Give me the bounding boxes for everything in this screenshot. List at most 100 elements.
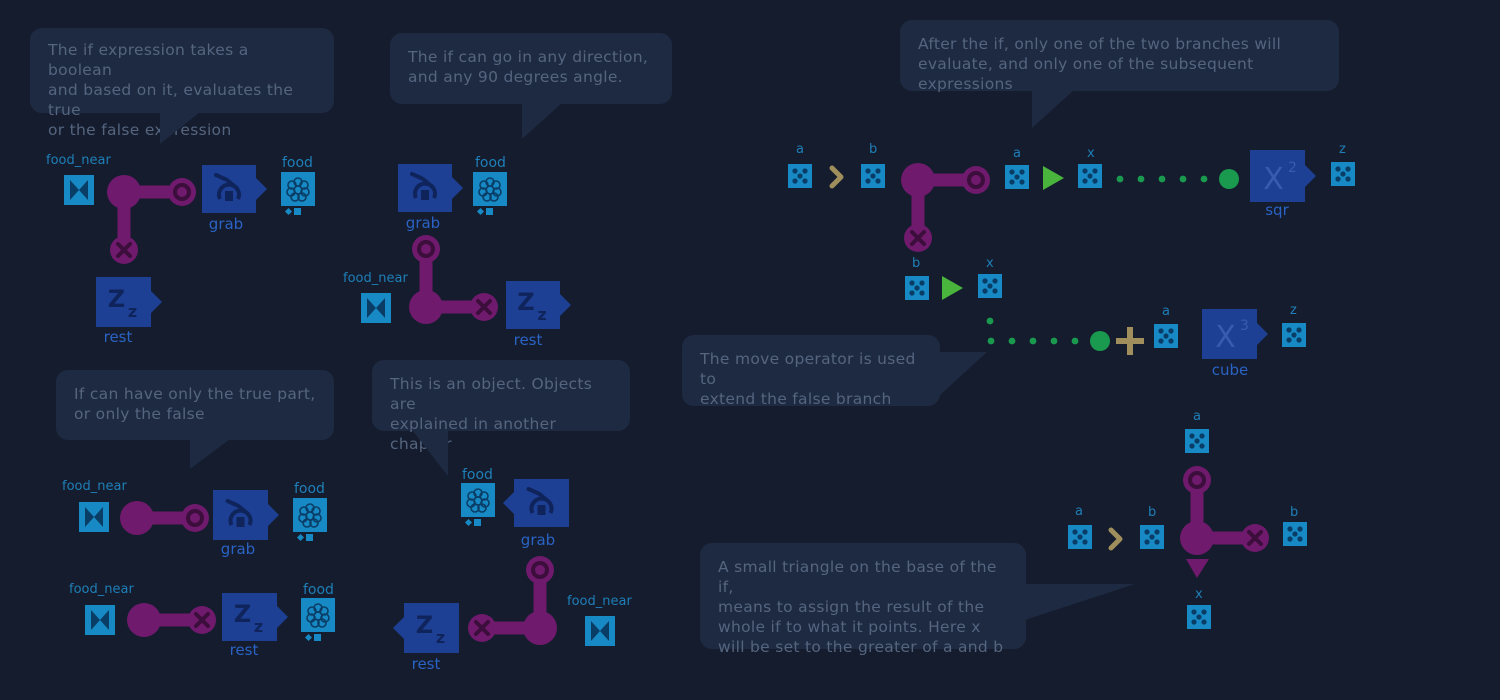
bubble-object: This is an object. Objects are explained… <box>372 360 630 453</box>
label-grab: grab <box>520 531 556 549</box>
bubble-tail <box>412 430 448 476</box>
bubble-if-intro: The if expression takes a boolean and ba… <box>30 28 334 139</box>
if-node <box>120 501 209 535</box>
move-end-marker <box>1090 331 1110 351</box>
exponent-label: 2 <box>1288 160 1297 176</box>
bubble-tail <box>1025 584 1135 620</box>
true-ring-icon <box>186 509 204 527</box>
label-a: a <box>1013 146 1021 161</box>
sleep-icon: z <box>254 617 263 636</box>
label-food: food <box>303 582 334 598</box>
false-cross-icon <box>194 612 210 628</box>
move-dot <box>1116 175 1124 183</box>
label-food-near: food_near <box>46 153 111 168</box>
false-cross-icon <box>116 242 132 258</box>
true-ring-icon <box>531 561 549 579</box>
label-b: b <box>912 256 921 271</box>
true-ring-icon <box>967 171 985 189</box>
true-marker <box>412 235 440 263</box>
value-tile <box>1154 324 1178 348</box>
move-dot <box>1158 175 1166 183</box>
value-tile <box>1185 429 1209 453</box>
sensor-icon <box>79 502 109 532</box>
false-cross-icon <box>1247 530 1263 546</box>
label-rest: rest <box>411 655 441 673</box>
plus-icon <box>1116 327 1144 355</box>
sensor-icon <box>85 605 115 635</box>
move-dot <box>1200 175 1208 183</box>
value-tile <box>978 274 1002 298</box>
label-b: b <box>1148 505 1157 520</box>
if-center <box>120 501 154 535</box>
grab-icon <box>410 172 431 186</box>
bubble-tail <box>939 352 987 396</box>
if-center <box>901 163 935 197</box>
sleep-icon: Z <box>416 611 433 639</box>
true-marker <box>962 166 990 194</box>
label-rest: rest <box>513 331 543 349</box>
if-center <box>523 611 557 645</box>
assign-triangle-icon <box>1186 559 1209 578</box>
label-grab: grab <box>405 214 441 232</box>
value-tile <box>1283 522 1307 546</box>
label-a: a <box>1162 304 1170 319</box>
label-z: z <box>1290 303 1297 318</box>
label-z: z <box>1339 142 1346 157</box>
label-x: x <box>1195 587 1203 602</box>
label-food: food <box>282 155 313 171</box>
chevron-icon <box>829 165 844 189</box>
sensor-icon <box>585 616 615 646</box>
if-node <box>1180 466 1269 555</box>
label-food: food <box>294 481 325 497</box>
play-arrow-icon <box>942 276 963 300</box>
grab-icon <box>225 499 247 513</box>
bubble-tail <box>160 112 200 144</box>
label-b: b <box>869 142 878 157</box>
grab-block <box>202 165 267 213</box>
value-tile <box>788 164 812 188</box>
value-tile <box>1068 525 1092 549</box>
label-rest: rest <box>103 328 133 346</box>
if-center <box>107 175 141 209</box>
sleep-icon: Z <box>108 285 125 313</box>
sleep-icon: z <box>436 628 445 647</box>
label-sqr: sqr <box>1265 201 1289 219</box>
false-cross-icon <box>474 620 490 636</box>
label-food-near: food_near <box>343 271 408 286</box>
move-dot <box>987 337 995 345</box>
food-icon <box>473 172 507 216</box>
false-marker <box>470 293 498 321</box>
label-food-near: food_near <box>567 594 632 609</box>
label-food: food <box>462 467 493 483</box>
value-tile <box>1005 165 1029 189</box>
chevron-icon <box>1108 527 1123 551</box>
if-center <box>409 290 443 324</box>
value-tile <box>1187 605 1211 629</box>
bubble-partial: If can have only the true part, or only … <box>56 370 334 440</box>
move-dot <box>1029 337 1037 345</box>
sleep-icon: Z <box>234 600 251 628</box>
label-rest: rest <box>229 641 259 659</box>
move-dot <box>1050 337 1058 345</box>
if-node <box>901 163 990 252</box>
bubble-tail <box>190 439 230 469</box>
bubble-assign: A small triangle on the base of the if, … <box>700 543 1026 656</box>
bubble-direction: The if can go in any direction, and any … <box>390 33 672 104</box>
sleep-icon: Z <box>517 288 534 316</box>
sleep-icon: z <box>537 305 546 324</box>
true-ring-icon <box>417 240 435 258</box>
bubble-tail <box>522 103 562 139</box>
grab-icon <box>526 487 548 501</box>
power-icon: X <box>1215 320 1236 355</box>
value-tile <box>1282 323 1306 347</box>
if-center <box>127 603 161 637</box>
move-dot <box>1071 337 1079 345</box>
move-end-marker <box>1219 169 1239 189</box>
move-dot <box>1179 175 1187 183</box>
move-dot <box>1137 175 1145 183</box>
